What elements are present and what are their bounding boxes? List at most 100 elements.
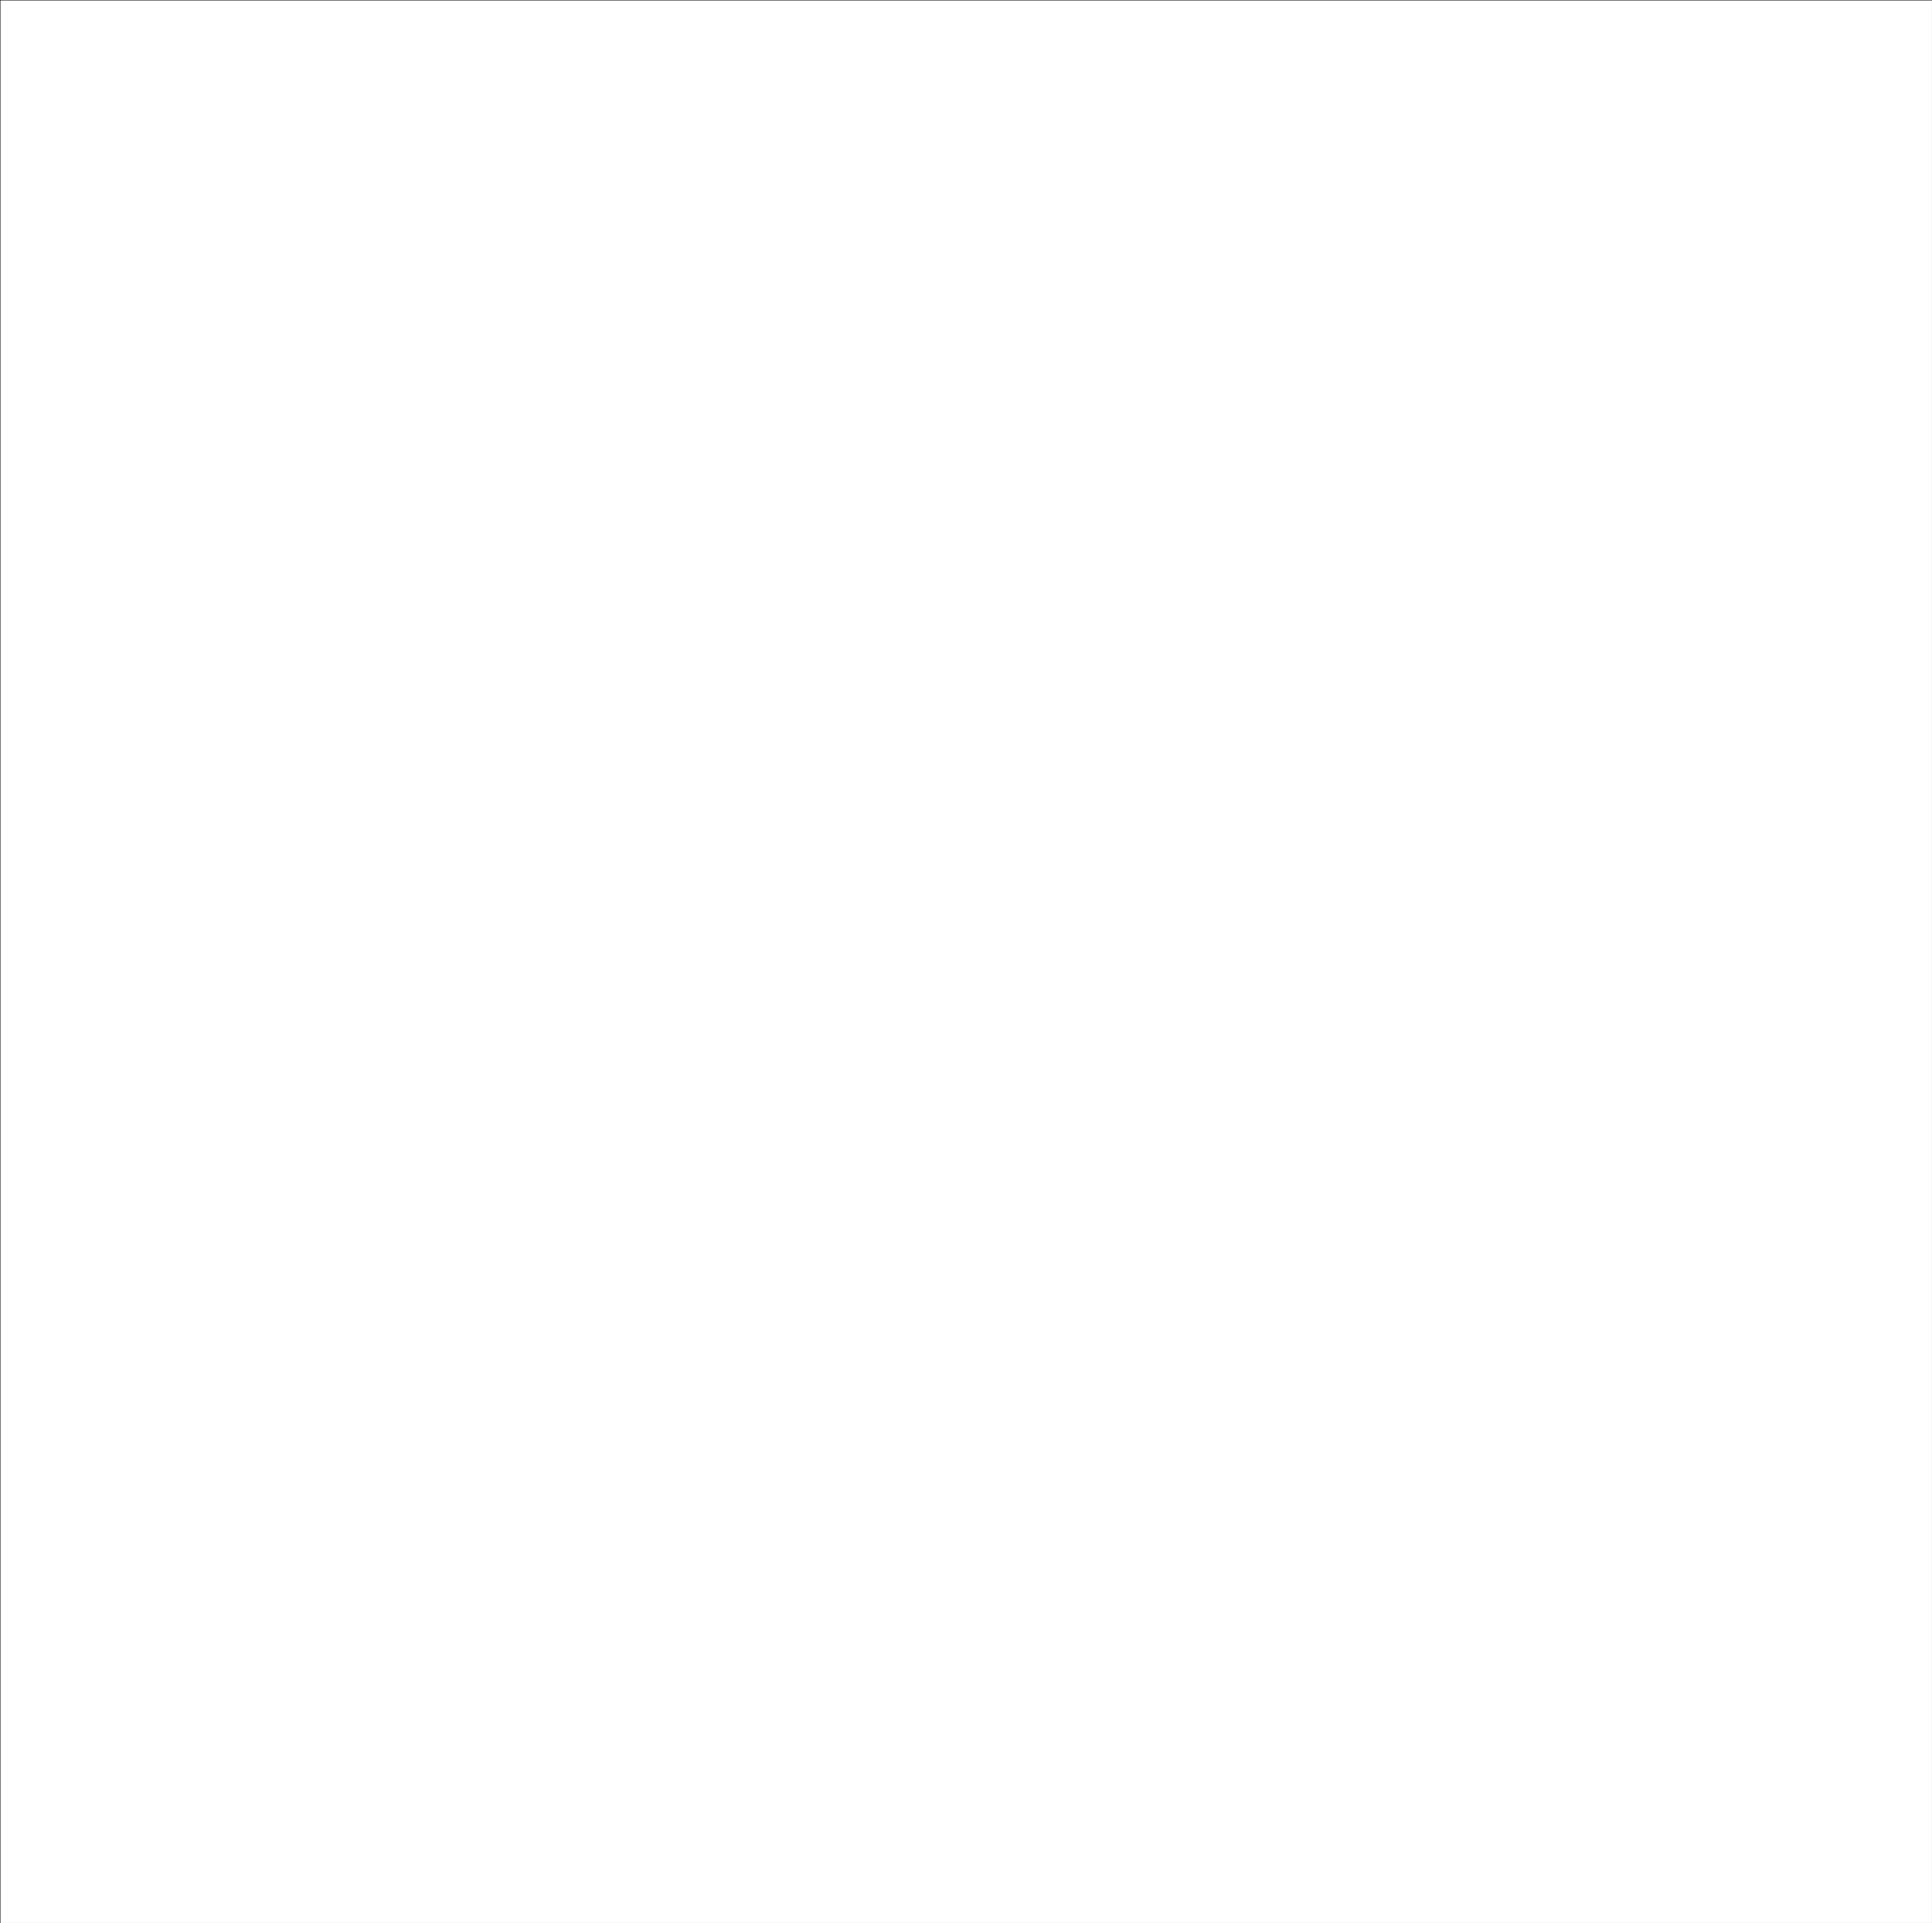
Circle shape <box>1072 998 1088 1010</box>
Circle shape <box>850 1044 866 1054</box>
Point <box>682 1769 713 1800</box>
Point <box>1051 1573 1082 1604</box>
Circle shape <box>866 1161 881 1171</box>
Circle shape <box>1030 1050 1043 1060</box>
Circle shape <box>1088 1185 1101 1196</box>
Circle shape <box>199 1598 209 1608</box>
Circle shape <box>806 1142 819 1154</box>
Circle shape <box>1090 1150 1103 1160</box>
Circle shape <box>1026 1123 1041 1135</box>
Circle shape <box>1088 1131 1103 1142</box>
Circle shape <box>958 1006 974 1017</box>
Circle shape <box>746 1086 759 1096</box>
Point <box>972 1746 1003 1777</box>
Circle shape <box>985 1010 1001 1019</box>
Circle shape <box>827 1110 842 1121</box>
Circle shape <box>1132 1115 1148 1125</box>
Polygon shape <box>220 1448 330 1617</box>
Circle shape <box>309 125 348 163</box>
Bar <box>361 973 381 1258</box>
Circle shape <box>1673 1017 1891 1173</box>
Circle shape <box>1036 1094 1051 1104</box>
Circle shape <box>715 1029 730 1038</box>
Circle shape <box>800 985 815 996</box>
Circle shape <box>989 981 1005 990</box>
Point <box>703 1840 734 1871</box>
Circle shape <box>813 1092 829 1104</box>
Circle shape <box>1051 1125 1066 1135</box>
Circle shape <box>866 1031 881 1042</box>
Circle shape <box>761 1135 775 1144</box>
Circle shape <box>734 1094 750 1104</box>
Point <box>825 1775 856 1806</box>
Point <box>651 1850 682 1881</box>
Circle shape <box>1092 1077 1105 1086</box>
Circle shape <box>651 342 688 379</box>
Circle shape <box>1151 1111 1167 1121</box>
Circle shape <box>1121 979 1134 988</box>
Circle shape <box>794 1019 808 1031</box>
Bar <box>265 973 284 1258</box>
Circle shape <box>1090 1194 1105 1204</box>
Point <box>651 1785 682 1815</box>
Circle shape <box>914 1117 929 1127</box>
Circle shape <box>887 1115 900 1127</box>
Circle shape <box>670 1054 684 1063</box>
Text: D: D <box>415 1769 425 1781</box>
Circle shape <box>1055 944 1068 956</box>
Circle shape <box>1111 1125 1126 1135</box>
Point <box>682 1844 713 1875</box>
Circle shape <box>941 1017 954 1029</box>
Ellipse shape <box>663 931 964 1215</box>
Circle shape <box>835 986 848 998</box>
Circle shape <box>833 1136 848 1148</box>
Circle shape <box>835 1102 850 1113</box>
Circle shape <box>831 1127 846 1138</box>
Measured FoV of pinhole array <box>1335 1531 1358 1554</box>
Circle shape <box>838 1119 852 1129</box>
Point <box>1155 1558 1186 1588</box>
Circle shape <box>767 1048 781 1060</box>
Circle shape <box>1082 1179 1095 1188</box>
Circle shape <box>1109 969 1124 981</box>
Circle shape <box>688 1021 701 1033</box>
Circle shape <box>723 1027 736 1036</box>
Circle shape <box>786 1010 802 1019</box>
Circle shape <box>1072 1163 1088 1175</box>
Circle shape <box>835 1102 850 1113</box>
Point <box>877 1723 908 1754</box>
Circle shape <box>804 938 817 948</box>
Circle shape <box>1163 971 1179 983</box>
Circle shape <box>980 1094 995 1106</box>
Circle shape <box>1051 1085 1065 1094</box>
Point <box>1103 1419 1134 1450</box>
Circle shape <box>1136 1044 1150 1054</box>
Circle shape <box>972 1042 987 1054</box>
Circle shape <box>829 1004 842 1013</box>
Circle shape <box>191 1592 214 1613</box>
Measured angular selective function <box>1335 1850 1358 1873</box>
Circle shape <box>763 1156 777 1167</box>
Ellipse shape <box>35 967 58 979</box>
Circle shape <box>755 1092 769 1104</box>
Measured FoV of pinhole array <box>1443 1523 1466 1546</box>
Circle shape <box>848 1150 864 1160</box>
Circle shape <box>856 1042 869 1054</box>
Bar <box>869 144 1874 219</box>
Circle shape <box>767 1138 782 1150</box>
Circle shape <box>599 392 634 427</box>
Circle shape <box>193 369 216 392</box>
Circle shape <box>1132 988 1148 1000</box>
Circle shape <box>298 317 317 337</box>
Circle shape <box>721 1169 736 1179</box>
Circle shape <box>1124 1052 1138 1063</box>
Circle shape <box>1126 958 1142 969</box>
Circle shape <box>1020 1085 1036 1094</box>
Circle shape <box>837 1125 850 1136</box>
Circle shape <box>875 1171 889 1181</box>
Point <box>651 1779 682 1810</box>
Circle shape <box>742 1056 755 1065</box>
Circle shape <box>1119 1006 1134 1015</box>
Circle shape <box>1070 1000 1086 1011</box>
Circle shape <box>1066 1040 1082 1052</box>
